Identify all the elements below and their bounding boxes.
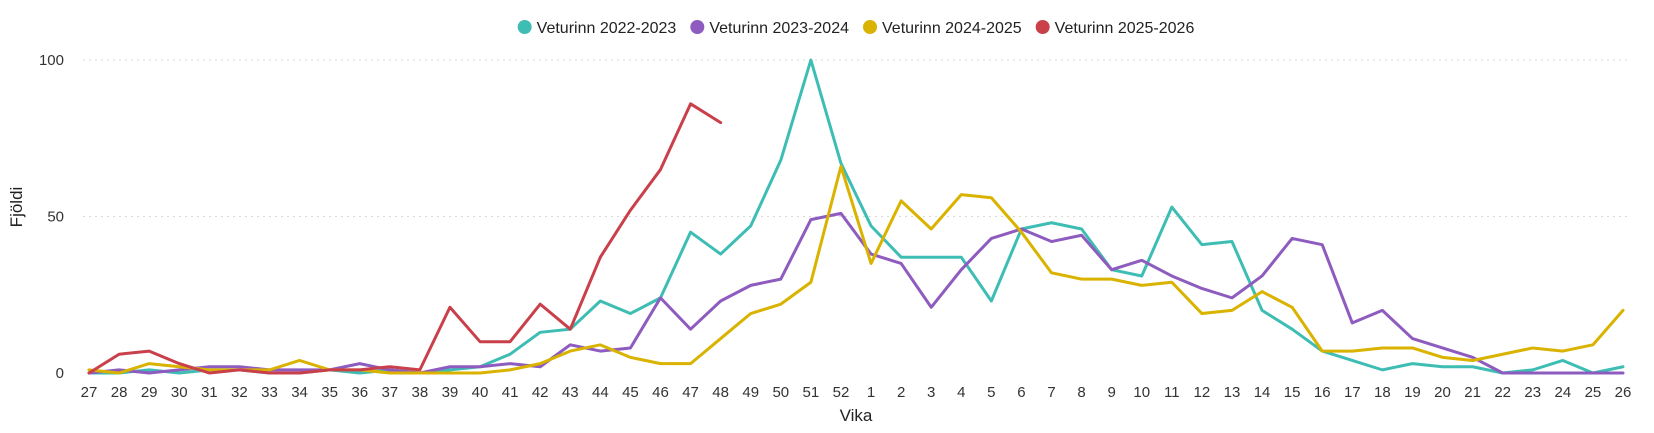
x-tick-label: 14 [1254,384,1271,401]
series-lines [87,58,1625,375]
x-tick-label: 5 [987,384,995,401]
x-tick-label: 13 [1224,384,1241,401]
x-tick-label: 32 [231,384,248,401]
x-tick-label: 16 [1314,384,1331,401]
x-tick-label: 3 [927,384,935,401]
x-tick-label: 30 [171,384,188,401]
series-line-4 [87,102,723,375]
x-tick-label: 52 [833,384,850,401]
x-tick-label: 45 [622,384,639,401]
x-tick-label: 22 [1494,384,1511,401]
x-tick-label: 9 [1107,384,1115,401]
x-tick-label: 42 [532,384,549,401]
x-tick-label: 7 [1047,384,1055,401]
x-tick-label: 41 [502,384,519,401]
x-tick-label: 10 [1133,384,1150,401]
legend-marker-icon [1035,20,1050,34]
x-tick-label: 8 [1077,384,1085,401]
legend-marker-icon [690,20,705,34]
legend-label: Veturinn 2023-2024 [709,20,849,37]
gridlines [83,59,1631,217]
legend-label: Veturinn 2024-2025 [882,20,1022,37]
x-tick-label: 50 [772,384,789,401]
legend-label: Veturinn 2022-2023 [537,20,677,37]
x-tick-label: 38 [412,384,429,401]
legend-marker-icon [863,20,877,34]
x-tick-label: 18 [1374,384,1391,401]
x-tick-label: 25 [1585,384,1602,401]
x-tick-label: 39 [442,384,459,401]
legend-label: Veturinn 2025-2026 [1055,20,1195,37]
x-tick-label: 40 [472,384,489,401]
y-tick-label: 50 [47,209,64,226]
x-tick-label: 28 [111,384,128,401]
x-tick-label: 29 [141,384,158,401]
x-tick-label: 17 [1344,384,1361,401]
x-tick-label: 23 [1524,384,1541,401]
x-tick-label: 15 [1284,384,1301,401]
x-tick-label: 48 [712,384,729,401]
legend: Veturinn 2022-2023 Veturinn 2023-2024 Vetu… [517,20,1195,37]
legend-item[interactable]: Veturinn 2025-2026 [1035,20,1195,37]
legend-item[interactable]: Veturinn 2023-2024 [690,20,849,37]
x-tick-label: 43 [562,384,579,401]
x-tick-label: 1 [867,384,875,401]
legend-item[interactable]: Veturinn 2022-2023 [517,20,677,37]
series-line-1 [87,58,1625,375]
x-tick-label: 6 [1017,384,1025,401]
x-tick-label: 26 [1615,384,1632,401]
x-tick-label: 12 [1194,384,1211,401]
x-tick-label: 4 [957,384,965,401]
x-axis-title: Vika [840,406,873,425]
x-tick-label: 27 [81,384,98,401]
x-tick-label: 31 [201,384,218,401]
y-tick-label: 0 [56,365,64,382]
legend-marker-icon [517,20,532,34]
x-tick-label: 44 [592,384,609,401]
x-tick-label: 49 [742,384,759,401]
x-tick-label: 20 [1434,384,1451,401]
x-tick-label: 34 [291,384,308,401]
x-tick-label: 11 [1164,384,1180,401]
x-tick-label: 47 [682,384,699,401]
x-tick-label: 24 [1554,384,1571,401]
x-tick-label: 2 [897,384,905,401]
x-tick-label: 46 [652,384,669,401]
x-tick-label: 36 [351,384,368,401]
x-tick-label: 21 [1464,384,1481,401]
y-axis-title: Fjöldi [7,187,26,228]
x-axis-ticks: 27 28 29 30 31 32 33 34 35 36 37 38 39 40 41 42 43 44 45 46… [81,384,1632,401]
x-tick-label: 51 [803,384,820,401]
x-tick-label: 33 [261,384,278,401]
legend-item[interactable]: Veturinn 2024-2025 [863,20,1022,37]
x-tick-label: 19 [1404,384,1421,401]
y-axis-ticks: 0 50 100 [39,52,64,382]
y-tick-label: 100 [39,52,64,69]
series-line-2 [87,211,1625,375]
x-tick-label: 37 [381,384,398,401]
x-tick-label: 35 [321,384,338,401]
